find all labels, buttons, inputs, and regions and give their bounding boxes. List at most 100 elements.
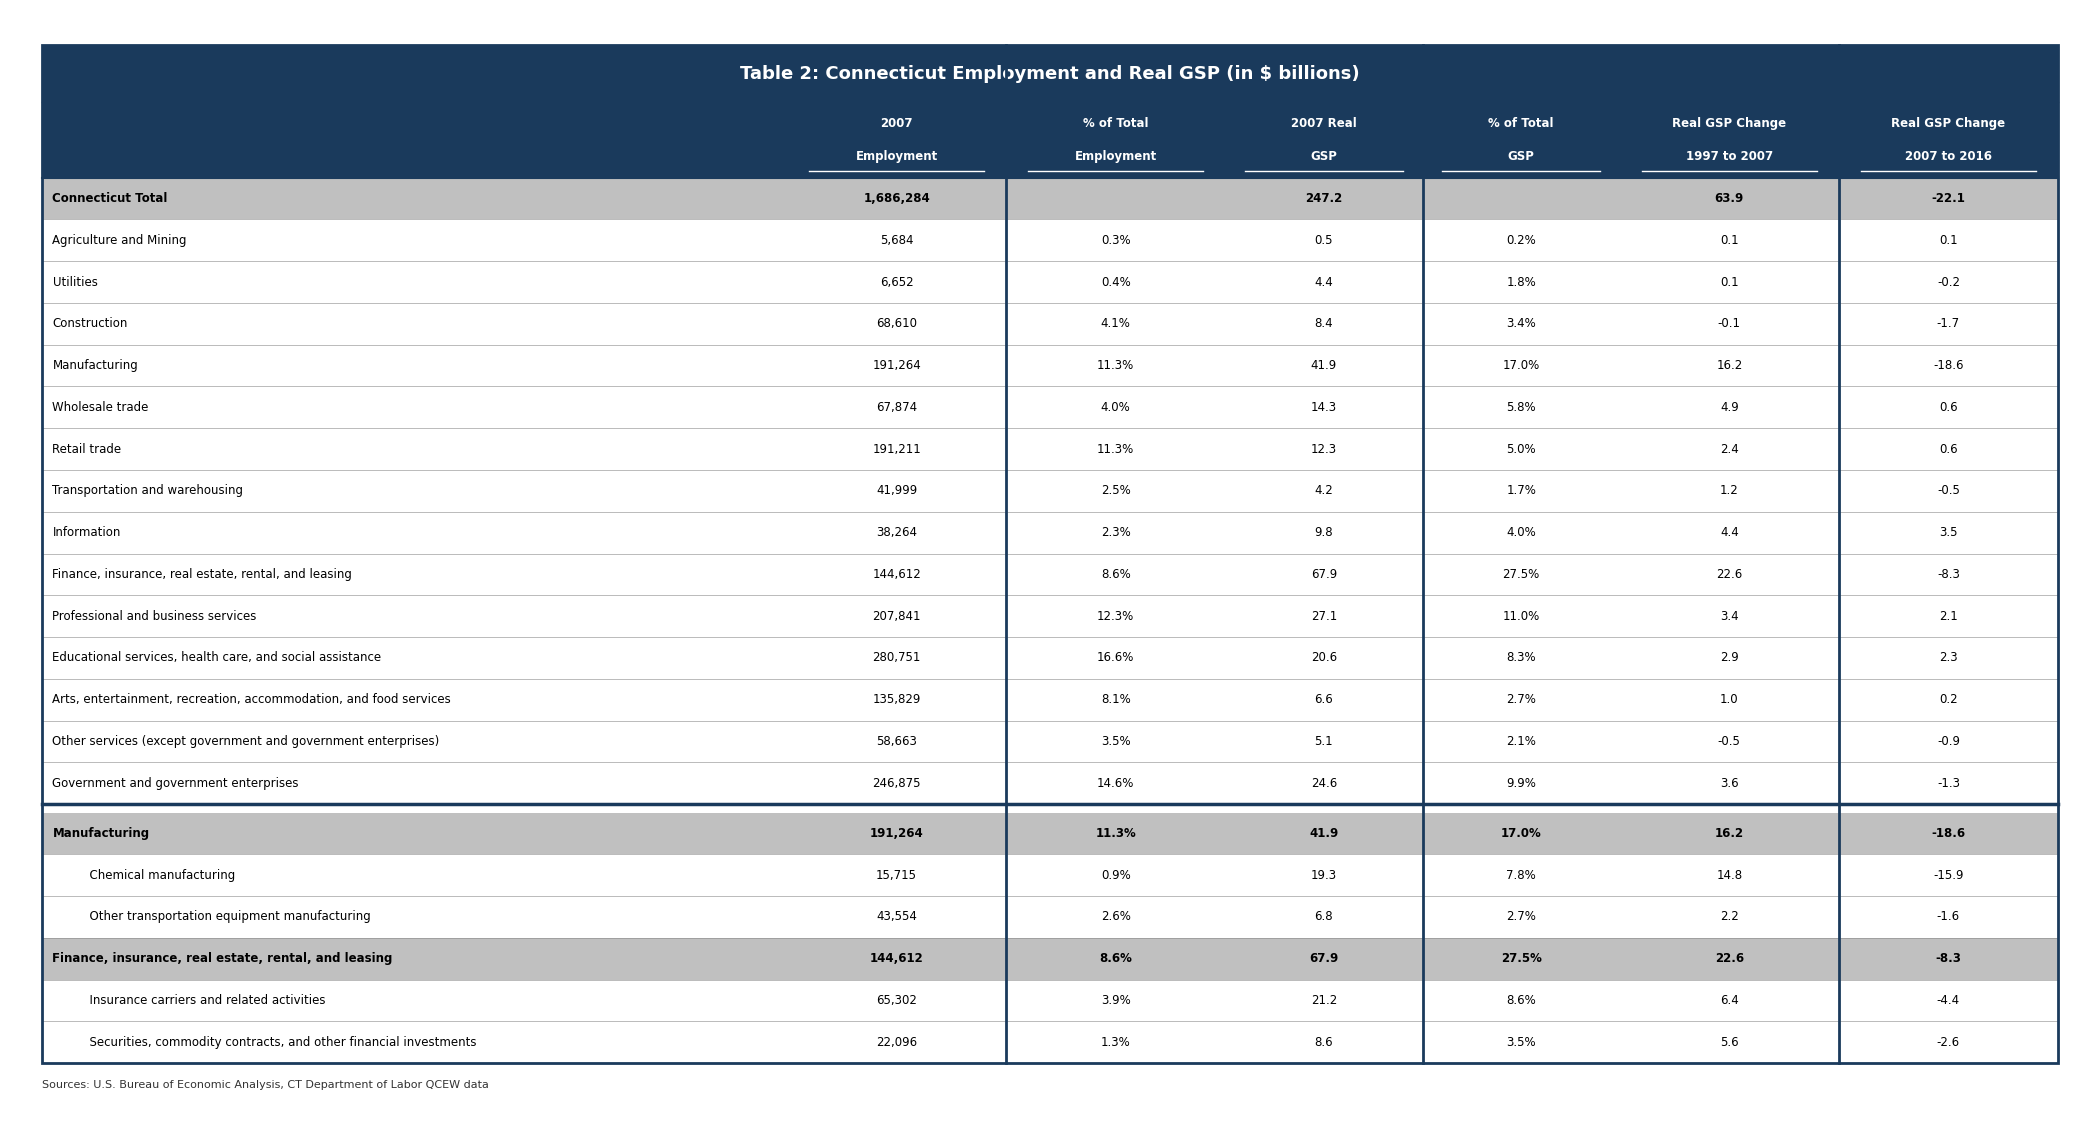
Text: 6.6: 6.6 xyxy=(1315,693,1334,706)
Text: 67.9: 67.9 xyxy=(1308,952,1338,965)
Text: Insurance carriers and related activities: Insurance carriers and related activitie… xyxy=(82,994,326,1007)
Text: 8.3%: 8.3% xyxy=(1506,651,1535,665)
Text: -0.1: -0.1 xyxy=(1718,317,1741,331)
Text: -1.6: -1.6 xyxy=(1936,910,1959,924)
Text: 14.3: 14.3 xyxy=(1310,400,1338,414)
Text: -0.5: -0.5 xyxy=(1718,735,1741,748)
Text: 6.8: 6.8 xyxy=(1315,910,1334,924)
Bar xyxy=(42,178,2058,219)
Text: Retail trade: Retail trade xyxy=(52,442,122,456)
Text: 2.1: 2.1 xyxy=(1938,610,1957,623)
Text: Information: Information xyxy=(52,526,122,539)
Text: 3.6: 3.6 xyxy=(1720,776,1739,790)
Text: 280,751: 280,751 xyxy=(872,651,920,665)
Text: 11.3%: 11.3% xyxy=(1096,359,1134,372)
Text: 0.9%: 0.9% xyxy=(1100,868,1130,882)
Text: 16.2: 16.2 xyxy=(1716,827,1743,840)
Text: 41.9: 41.9 xyxy=(1308,827,1338,840)
Text: 27.5%: 27.5% xyxy=(1502,568,1539,580)
Bar xyxy=(42,763,2058,804)
Text: 7.8%: 7.8% xyxy=(1506,868,1535,882)
Bar xyxy=(42,102,2058,178)
Text: 3.4: 3.4 xyxy=(1720,610,1739,623)
Text: 8.6%: 8.6% xyxy=(1100,568,1130,580)
Text: Real GSP Change: Real GSP Change xyxy=(1892,117,2006,130)
Text: 22,096: 22,096 xyxy=(876,1036,918,1048)
Text: 135,829: 135,829 xyxy=(872,693,920,706)
Text: -18.6: -18.6 xyxy=(1934,359,1964,372)
Bar xyxy=(42,896,2058,938)
Text: 1.2: 1.2 xyxy=(1720,485,1739,497)
Text: 2.9: 2.9 xyxy=(1720,651,1739,665)
Text: 144,612: 144,612 xyxy=(872,568,922,580)
Text: 247.2: 247.2 xyxy=(1306,192,1342,205)
Bar xyxy=(42,387,2058,429)
Text: Securities, commodity contracts, and other financial investments: Securities, commodity contracts, and oth… xyxy=(82,1036,477,1048)
Text: 14.6%: 14.6% xyxy=(1096,776,1134,790)
Text: Employment: Employment xyxy=(855,150,939,163)
Bar xyxy=(42,429,2058,470)
Text: 12.3: 12.3 xyxy=(1310,442,1338,456)
Text: 1.3%: 1.3% xyxy=(1100,1036,1130,1048)
Text: 4.0%: 4.0% xyxy=(1100,400,1130,414)
Text: 11.3%: 11.3% xyxy=(1096,442,1134,456)
Text: 68,610: 68,610 xyxy=(876,317,918,331)
Text: 11.0%: 11.0% xyxy=(1502,610,1539,623)
Text: 8.6%: 8.6% xyxy=(1506,994,1535,1007)
Text: 0.1: 0.1 xyxy=(1720,234,1739,246)
Text: Other transportation equipment manufacturing: Other transportation equipment manufactu… xyxy=(82,910,370,924)
Text: 3.4%: 3.4% xyxy=(1506,317,1535,331)
Text: 24.6: 24.6 xyxy=(1310,776,1338,790)
Bar xyxy=(42,812,2058,854)
Text: 5,684: 5,684 xyxy=(880,234,914,246)
Bar xyxy=(42,45,2058,102)
Bar xyxy=(42,854,2058,896)
Text: 191,211: 191,211 xyxy=(872,442,922,456)
Text: 1.0: 1.0 xyxy=(1720,693,1739,706)
Text: Utilities: Utilities xyxy=(52,276,97,288)
Text: 0.2%: 0.2% xyxy=(1506,234,1535,246)
Bar xyxy=(42,554,2058,595)
Text: 1,686,284: 1,686,284 xyxy=(863,192,930,205)
Text: 144,612: 144,612 xyxy=(869,952,924,965)
Text: 1997 to 2007: 1997 to 2007 xyxy=(1686,150,1772,163)
Text: 2.5%: 2.5% xyxy=(1100,485,1130,497)
Text: 8.6%: 8.6% xyxy=(1098,952,1132,965)
Text: 2007 Real: 2007 Real xyxy=(1292,117,1357,130)
Text: 17.0%: 17.0% xyxy=(1502,359,1539,372)
Text: 5.8%: 5.8% xyxy=(1506,400,1535,414)
Text: -8.3: -8.3 xyxy=(1936,952,1961,965)
Text: 2.1%: 2.1% xyxy=(1506,735,1535,748)
Text: 2.7%: 2.7% xyxy=(1506,910,1535,924)
Text: 21.2: 21.2 xyxy=(1310,994,1338,1007)
Text: 5.6: 5.6 xyxy=(1720,1036,1739,1048)
Text: GSP: GSP xyxy=(1508,150,1535,163)
Text: -15.9: -15.9 xyxy=(1934,868,1964,882)
Text: 191,264: 191,264 xyxy=(869,827,924,840)
Text: Table 2: Connecticut Employment and Real GSP (in $ billions): Table 2: Connecticut Employment and Real… xyxy=(739,65,1361,83)
Text: 8.1%: 8.1% xyxy=(1100,693,1130,706)
Text: -22.1: -22.1 xyxy=(1932,192,1966,205)
Text: 27.1: 27.1 xyxy=(1310,610,1338,623)
Text: -0.9: -0.9 xyxy=(1936,735,1959,748)
Text: 43,554: 43,554 xyxy=(876,910,918,924)
Text: -1.7: -1.7 xyxy=(1936,317,1959,331)
Text: 0.2: 0.2 xyxy=(1938,693,1957,706)
Text: 2.3: 2.3 xyxy=(1938,651,1957,665)
Text: 41,999: 41,999 xyxy=(876,485,918,497)
Text: Arts, entertainment, recreation, accommodation, and food services: Arts, entertainment, recreation, accommo… xyxy=(52,693,452,706)
Text: % of Total: % of Total xyxy=(1084,117,1149,130)
Text: 16.6%: 16.6% xyxy=(1096,651,1134,665)
Text: 9.9%: 9.9% xyxy=(1506,776,1535,790)
Bar xyxy=(42,470,2058,512)
Text: 38,264: 38,264 xyxy=(876,526,918,539)
Text: 1.8%: 1.8% xyxy=(1506,276,1535,288)
Text: 246,875: 246,875 xyxy=(872,776,922,790)
Text: 20.6: 20.6 xyxy=(1310,651,1338,665)
Text: 4.1%: 4.1% xyxy=(1100,317,1130,331)
Text: 2.2: 2.2 xyxy=(1720,910,1739,924)
Text: 41.9: 41.9 xyxy=(1310,359,1338,372)
Text: 0.6: 0.6 xyxy=(1938,442,1957,456)
Text: Wholesale trade: Wholesale trade xyxy=(52,400,149,414)
Text: 11.3%: 11.3% xyxy=(1096,827,1136,840)
